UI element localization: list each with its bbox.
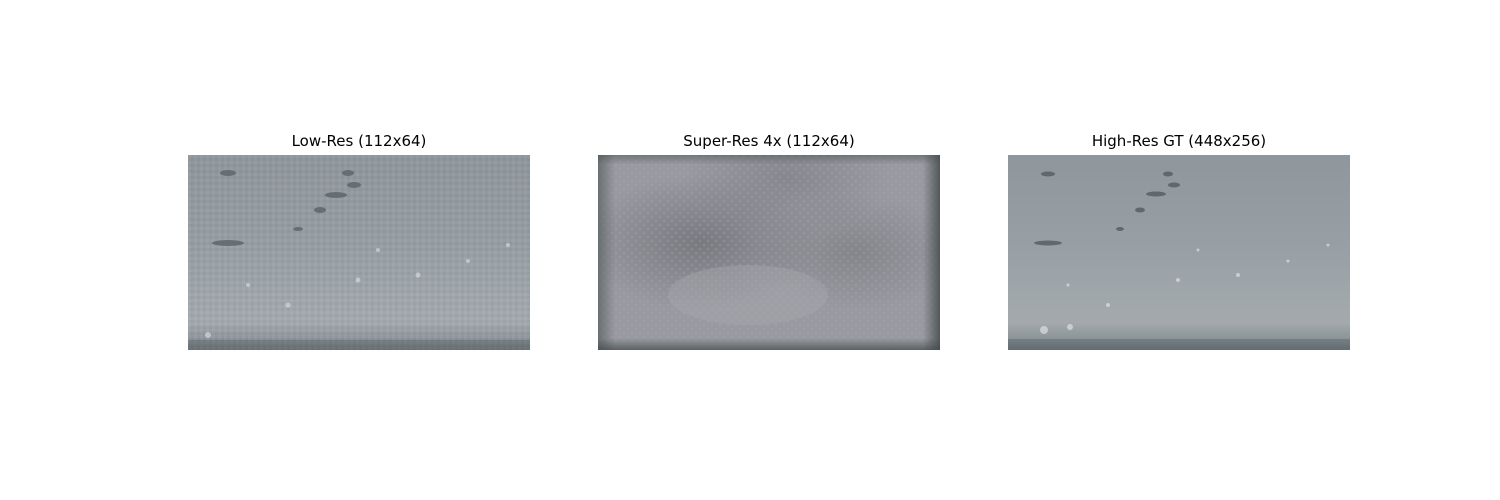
panel-title-high-res: High-Res GT (448x256) [1091,132,1267,150]
high-res-gt-image [1008,155,1350,350]
panel-title-low-res: Low-Res (112x64) [291,132,427,150]
super-res-image [598,155,940,350]
panel-super-res: Super-Res 4x (112x64) [598,129,940,350]
low-res-image [188,155,530,350]
panel-low-res: Low-Res (112x64) [188,129,530,350]
panel-title-super-res: Super-Res 4x (112x64) [683,132,855,150]
panel-high-res: High-Res GT (448x256) [1008,129,1350,350]
